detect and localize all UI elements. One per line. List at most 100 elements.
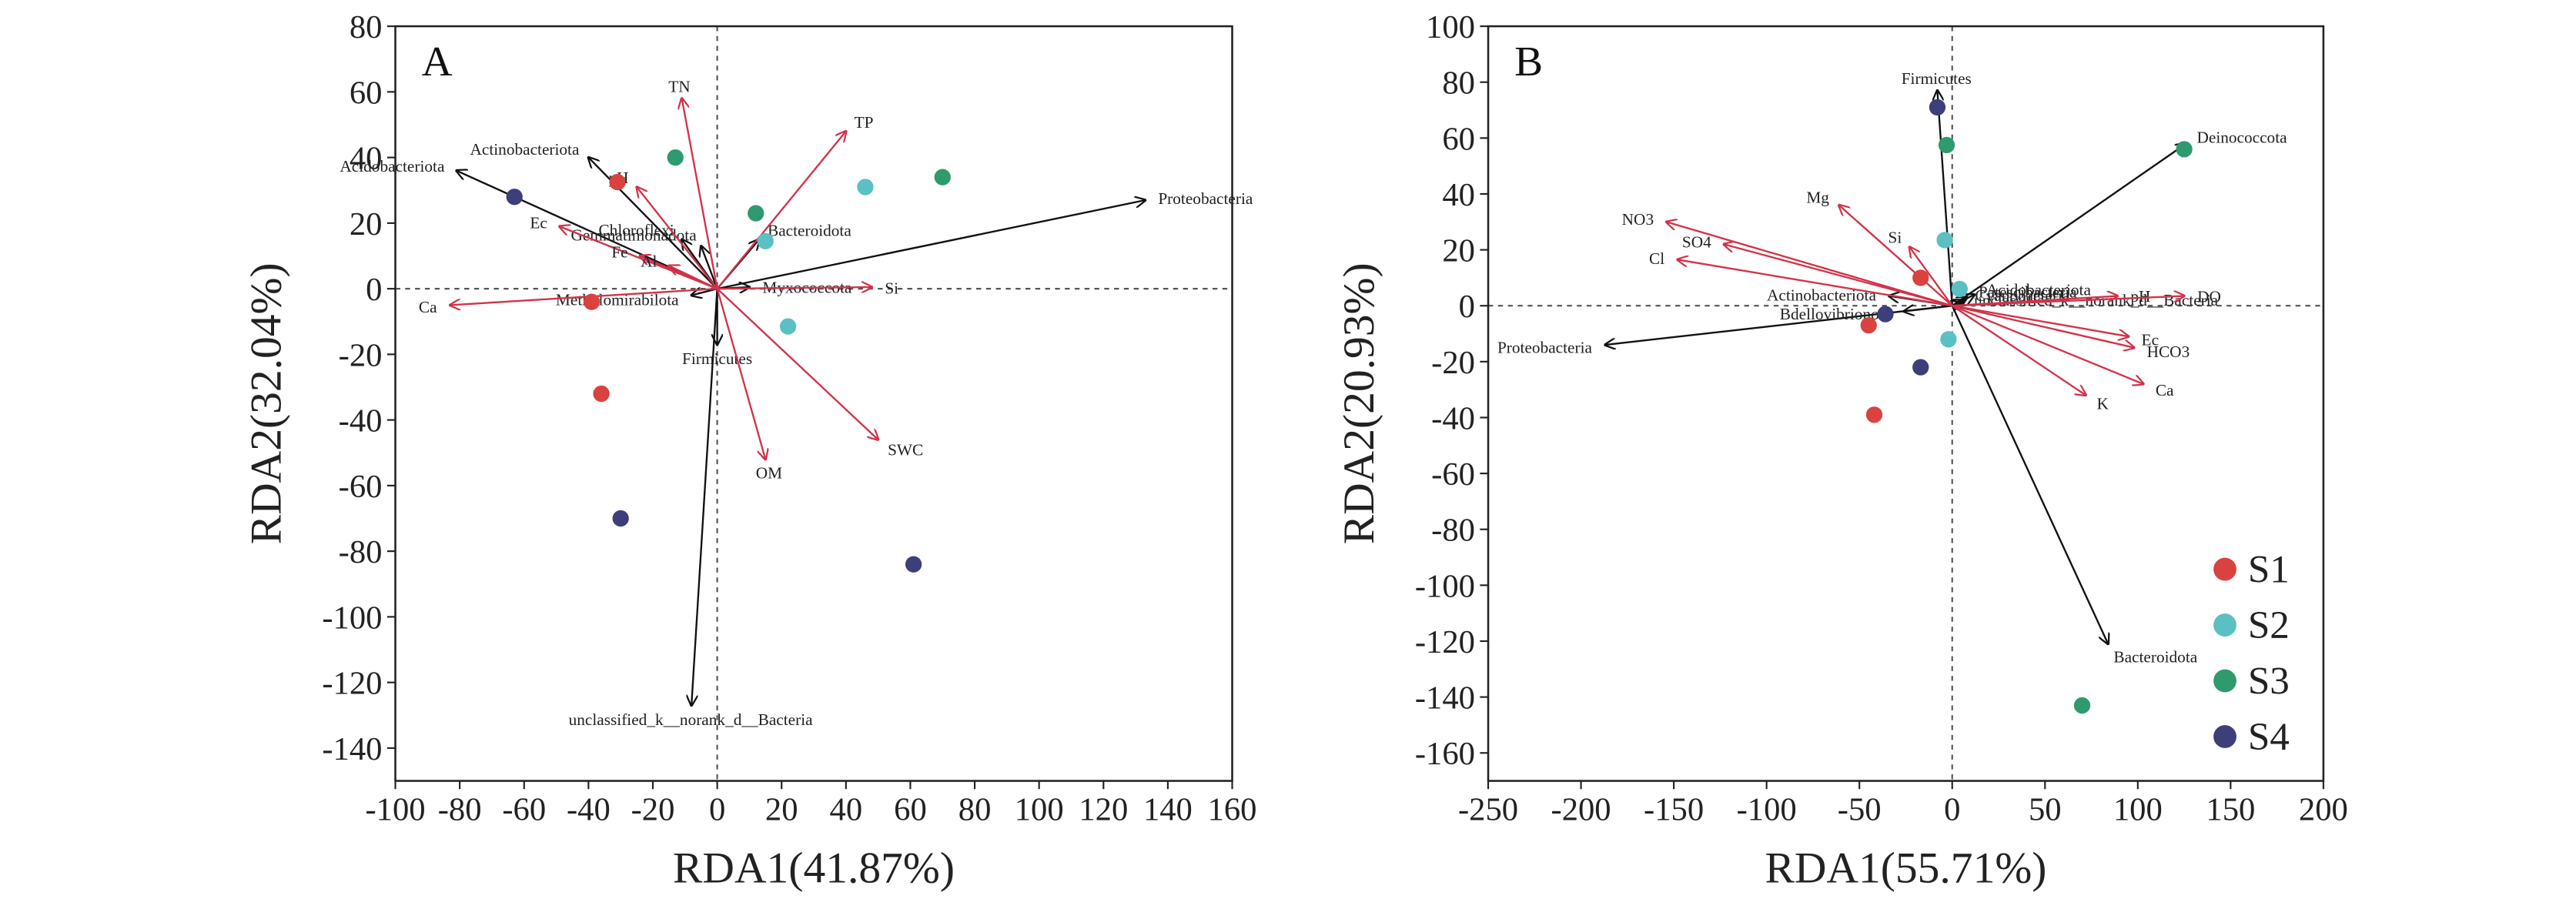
y-tick-label: 40 xyxy=(350,141,383,177)
arrow-label: Si xyxy=(1888,229,1902,247)
x-tick-label: 120 xyxy=(1079,792,1128,828)
arrow-label: Ca xyxy=(419,298,437,316)
y-axis-label: RDA2(32.04%) xyxy=(242,262,290,544)
sample-point xyxy=(583,293,601,310)
loading-arrow xyxy=(716,288,766,460)
sample-point xyxy=(1877,306,1894,323)
sample-point xyxy=(757,232,774,249)
arrow-label: Methylomirabilota xyxy=(556,290,679,309)
arrow-label: Patescibacteria xyxy=(1979,282,2077,301)
arrow-label: Ec xyxy=(530,213,547,232)
x-tick-label: 50 xyxy=(2029,792,2062,828)
sample-point xyxy=(1912,359,1929,376)
arrow-label: Acidobacteriota xyxy=(340,157,445,175)
arrow-label: Chloroflexi xyxy=(598,221,674,239)
x-tick-label: -20 xyxy=(631,792,675,828)
y-tick-label: -80 xyxy=(1431,513,1475,549)
legend-swatch xyxy=(2213,613,2236,637)
arrow-label: SO4 xyxy=(1682,232,1711,251)
loading-arrow xyxy=(637,187,718,289)
x-tick-label: -200 xyxy=(1551,792,1611,828)
sample-point xyxy=(934,169,951,185)
legend-swatch xyxy=(2213,725,2236,748)
y-tick-label: -100 xyxy=(1415,568,1475,604)
y-tick-label: 40 xyxy=(1442,177,1475,213)
legend-label: S2 xyxy=(2248,603,2290,647)
x-tick-label: -100 xyxy=(365,792,425,828)
loading-arrow xyxy=(1904,306,1952,311)
legend-label: S4 xyxy=(2248,715,2290,759)
x-axis-label: RDA1(55.71%) xyxy=(1765,844,2047,893)
x-tick-label: 0 xyxy=(709,792,725,828)
loading-arrow xyxy=(1952,144,2186,307)
arrow-label: Proteobacteria xyxy=(1158,189,1253,208)
loading-arrow xyxy=(1937,91,1953,306)
y-tick-label: 0 xyxy=(1459,289,1475,325)
y-tick-label: 20 xyxy=(350,206,383,242)
loading-arrow xyxy=(669,266,718,290)
x-tick-label: -50 xyxy=(1838,792,1882,828)
arrow-label: Deinococcota xyxy=(2197,128,2288,146)
loading-arrow xyxy=(1724,244,1953,307)
loading-arrow xyxy=(691,289,718,705)
sample-point xyxy=(1865,406,1883,423)
y-tick-label: 20 xyxy=(1442,233,1475,269)
arrow-label: Bacteroidota xyxy=(768,222,851,240)
x-tick-label: 100 xyxy=(1015,792,1064,828)
sample-point xyxy=(609,173,626,191)
loading-arrow xyxy=(1952,305,2086,395)
arrow-label: Bdellovibrionota xyxy=(1780,305,1892,323)
arrow-label: Firmicutes xyxy=(1902,69,1972,88)
x-tick-label: 20 xyxy=(765,792,798,828)
x-tick-label: 80 xyxy=(958,792,992,828)
x-tick-label: 40 xyxy=(830,792,863,828)
arrow-label: Actinobacteriota xyxy=(470,140,580,159)
y-axis-label: RDA2(20.93%) xyxy=(1335,262,1383,544)
legend-label: S3 xyxy=(2248,660,2290,703)
y-tick-label: -120 xyxy=(1415,624,1475,660)
arrow-label: NO3 xyxy=(1622,210,1654,229)
sample-point xyxy=(905,556,922,573)
arrow-label: Actinobacteriota xyxy=(1767,286,1876,304)
arrow-label: DO xyxy=(2197,287,2221,306)
arrow-label: Bacteroidota xyxy=(2113,648,2197,667)
arrow-label: K xyxy=(2096,394,2109,413)
y-tick-label: 80 xyxy=(1442,65,1475,102)
sample-point xyxy=(593,385,610,403)
arrow-label: Fe xyxy=(611,242,627,261)
arrow-label: Si xyxy=(885,279,898,297)
loading-arrow xyxy=(716,288,878,439)
y-tick-label: 60 xyxy=(350,75,383,111)
x-tick-label: -60 xyxy=(502,792,546,828)
loading-arrow xyxy=(716,132,846,289)
loading-arrow xyxy=(1952,305,2134,347)
x-tick-label: 100 xyxy=(2113,792,2163,828)
x-tick-label: 150 xyxy=(2206,792,2255,828)
x-axis-label: RDA1(41.87%) xyxy=(673,844,955,893)
panel: -100 -80 -60 -40 -20 0 20 40 60 80 100 120 140 160 -14… xyxy=(242,9,1256,893)
arrow-label: OM xyxy=(756,464,782,483)
arrow-label: TP xyxy=(855,113,874,132)
arrow-label: TN xyxy=(668,78,690,96)
y-tick-label: 100 xyxy=(1426,9,1475,45)
x-tick-label: -80 xyxy=(438,792,482,828)
arrow-label: Firmicutes xyxy=(682,349,752,368)
y-tick-label: -120 xyxy=(322,666,382,702)
loading-arrow xyxy=(1951,305,2109,643)
arrow-label: Ca xyxy=(2156,381,2174,399)
x-tick-label: 60 xyxy=(894,792,927,828)
sample-point xyxy=(1860,316,1877,334)
sample-point xyxy=(1936,232,1953,249)
arrow-label: Cl xyxy=(1649,249,1664,268)
sample-point xyxy=(612,510,629,527)
x-tick-label: -40 xyxy=(567,792,611,828)
x-tick-label: 160 xyxy=(1208,792,1257,828)
loading-arrow xyxy=(717,287,872,289)
legend-label: S1 xyxy=(2248,548,2290,592)
arrow-label: Al xyxy=(641,252,657,270)
y-tick-label: -100 xyxy=(322,600,382,636)
plot-frame xyxy=(1487,25,2325,782)
arrow-label: unclassified_k__norank_d__Bacteria xyxy=(569,710,814,729)
